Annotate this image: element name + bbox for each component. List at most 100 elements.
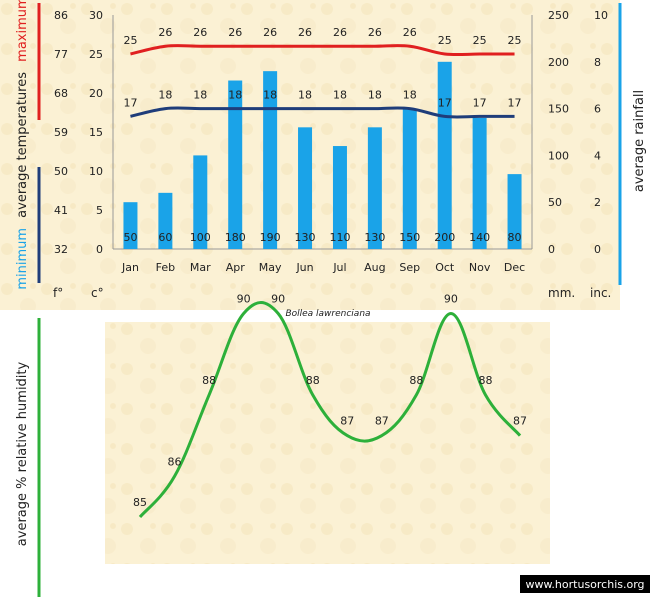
min-temp-value-label: 18: [228, 89, 242, 102]
tick-label: 5: [96, 204, 103, 217]
tick-label: 4: [594, 149, 601, 162]
tick-label: 8: [594, 56, 601, 69]
tick-label: 10: [89, 165, 103, 178]
rainfall-value-label: 130: [364, 231, 385, 244]
rainfall-value-label: 190: [260, 231, 281, 244]
unit-c: c°: [91, 286, 104, 300]
humidity-value-label: 88: [306, 374, 320, 387]
tick-label: 59: [54, 126, 68, 139]
rainfall-bar: [263, 71, 278, 249]
month-labels: Jan Feb Mar Apr May Jun Jul Aug Sep Oct Nov Dec: [121, 261, 525, 274]
rainfall-value-label: 150: [399, 231, 420, 244]
right-axis-title: average rainfall: [632, 90, 647, 192]
rainfall-bar: [123, 202, 138, 249]
tick-label: 32: [54, 243, 68, 256]
month-label: May: [259, 261, 282, 274]
max-temp-value-label: 26: [228, 26, 242, 39]
month-label: Oct: [435, 261, 455, 274]
rainfall-bar: [367, 127, 382, 249]
unit-f: f°: [53, 286, 63, 300]
max-temp-value-label: 26: [158, 26, 172, 39]
left-axis-title: minimum average temperatures maximum: [15, 0, 30, 290]
humidity-value-label: 86: [168, 455, 182, 468]
month-label: Feb: [156, 261, 175, 274]
humidity-value-label: 87: [375, 415, 389, 428]
max-temp-labels: 25 26 26 26 26 26 26 26 26 25 25 25: [123, 26, 521, 47]
rainfall-value-label: 200: [434, 231, 455, 244]
month-label: Jun: [295, 261, 313, 274]
humidity-labels: 85 86 88 90 90 88 87 87 88 90 88 87: [133, 293, 527, 510]
inch-ticks: 10 8 6 4 2 0: [594, 9, 608, 256]
tick-label: 77: [54, 48, 68, 61]
max-temp-value-label: 26: [263, 26, 277, 39]
rainfall-bar: [228, 80, 243, 250]
min-temp-value-label: 18: [158, 89, 172, 102]
credit-background: [520, 575, 650, 593]
rainfall-bar: [298, 127, 313, 249]
left-title-minimum: minimum: [15, 228, 30, 290]
unit-mm: mm.: [548, 286, 575, 300]
rainfall-labels: 50 60 100 180 190 130 110 130 150 200 140 80: [123, 231, 521, 244]
rainfall-bar: [158, 192, 173, 249]
rainfall-value-label: 110: [329, 231, 350, 244]
humidity-axis-title: average % relative humidity: [15, 361, 30, 546]
min-temp-value-label: 17: [473, 96, 487, 109]
rainfall-bar: [507, 174, 522, 249]
month-label: Mar: [190, 261, 211, 274]
humidity-value-label: 90: [444, 293, 458, 306]
rainfall-value-label: 100: [190, 231, 211, 244]
month-label: Jul: [332, 261, 346, 274]
rainfall-value-label: 60: [158, 231, 172, 244]
min-temp-value-label: 17: [438, 96, 452, 109]
rainfall-bars: [123, 61, 522, 250]
humidity-value-label: 90: [237, 293, 251, 306]
min-temp-line: [130, 106, 515, 119]
month-label: Sep: [399, 261, 420, 274]
month-label: Nov: [469, 261, 491, 274]
tick-label: 25: [89, 48, 103, 61]
tick-label: 100: [548, 149, 569, 162]
tick-label: 200: [548, 56, 569, 69]
left-title-maximum: maximum: [15, 0, 30, 62]
unit-inc: inc.: [590, 286, 611, 300]
max-temp-value-label: 26: [333, 26, 347, 39]
rainfall-bar: [193, 155, 208, 249]
fahrenheit-ticks: 86 77 68 59 50 41 32: [54, 9, 68, 256]
tick-label: 2: [594, 196, 601, 209]
rainfall-value-label: 180: [225, 231, 246, 244]
month-label: Dec: [504, 261, 525, 274]
tick-label: 68: [54, 87, 68, 100]
tick-label: 20: [89, 87, 103, 100]
max-temp-value-label: 25: [473, 34, 487, 47]
max-temp-value-label: 25: [438, 34, 452, 47]
humidity-value-label: 87: [513, 415, 527, 428]
max-temp-value-label: 26: [193, 26, 207, 39]
humidity-value-label: 88: [202, 374, 216, 387]
celsius-ticks: 30 25 20 15 10 5 0: [89, 9, 103, 256]
tick-label: 15: [89, 126, 103, 139]
tick-label: 41: [54, 204, 68, 217]
min-temp-value-label: 17: [508, 96, 522, 109]
tick-label: 0: [594, 243, 601, 256]
month-label: Apr: [226, 261, 246, 274]
min-temp-value-label: 18: [298, 89, 312, 102]
min-temp-value-label: 18: [333, 89, 347, 102]
max-temp-value-label: 26: [403, 26, 417, 39]
rainfall-value-label: 130: [295, 231, 316, 244]
tick-label: 50: [54, 165, 68, 178]
min-temp-value-label: 18: [368, 89, 382, 102]
species-name: Bollea lawrenciana: [285, 309, 370, 319]
tick-label: 6: [594, 103, 601, 116]
left-title-average: average temperatures: [15, 72, 30, 218]
max-temp-line: [130, 44, 515, 57]
max-temp-value-label: 26: [298, 26, 312, 39]
month-label: Aug: [364, 261, 385, 274]
humidity-value-label: 87: [340, 415, 354, 428]
max-temp-value-label: 25: [123, 34, 137, 47]
mm-ticks: 250 200 150 100 50 0: [548, 9, 569, 256]
humidity-value-label: 90: [271, 293, 285, 306]
credit-text[interactable]: www.hortusorchis.org: [525, 578, 644, 591]
tick-label: 10: [594, 9, 608, 22]
tick-label: 0: [96, 243, 103, 256]
